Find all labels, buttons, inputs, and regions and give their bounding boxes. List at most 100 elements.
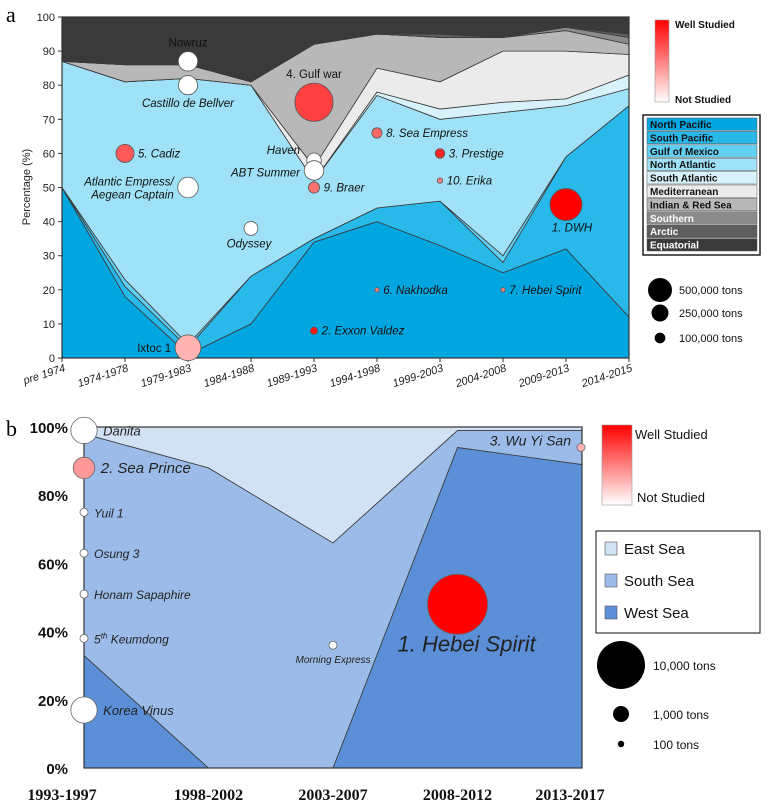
spill-bubble-2-exxon-valdez	[309, 326, 319, 335]
panel-a-letter: a	[6, 2, 16, 27]
panel-a-areas	[61, 16, 630, 359]
y-tick-label: 0	[49, 353, 55, 365]
spill-bubble-nowruz	[177, 51, 199, 72]
y-tick-label: 90	[43, 46, 55, 58]
spill-bubble-odyssey	[243, 221, 259, 236]
legend-swatch-north-atlantic	[646, 157, 758, 171]
spill-label-3-wu-yi-san: 3. Wu Yi San	[490, 432, 571, 448]
y-tick-label: 100	[37, 12, 55, 24]
legend-swatch-north-pacific	[646, 117, 758, 131]
spill-label-8-sea-empress: 8. Sea Empress	[386, 128, 468, 140]
spill-bubble-atlantic-empress-aegean-captain	[177, 176, 199, 199]
panel-a-size-legend: 500,000 tons 250,000 tons 100,000 tons	[648, 278, 743, 345]
y-tick-label: 80%	[38, 488, 68, 505]
panel-a-spill-bubbles: Nowruz Castillo de Bellver Atlantic Empres…	[83, 38, 593, 362]
panel-b-y-ticks: 0% 20% 40% 60% 80% 100%	[30, 420, 68, 778]
legend-label-east-sea: East Sea	[624, 541, 686, 558]
legend-label-south-pacific: South Pacific	[650, 133, 714, 144]
legend-box	[595, 530, 761, 634]
spill-label-honam-sapaphire: Honam Sapaphire	[94, 588, 191, 602]
spill-label-5th-keumdong: 5th Keumdong	[94, 631, 169, 646]
spill-bubble-6-nakhodka	[374, 287, 380, 293]
x-tick-label: 2003-2007	[298, 787, 367, 804]
spill-label-6-nakhodka: 6. Nakhodka	[383, 285, 448, 297]
legend-label-arctic: Arctic	[650, 227, 679, 238]
legend-label-south-sea: South Sea	[624, 573, 695, 590]
panel-b-study-gradient	[601, 424, 633, 506]
panel-a-well-studied-label: Well Studied	[675, 20, 735, 31]
spill-label-abt-summer: ABT Summer	[230, 167, 301, 179]
legend-label-equatorial: Equatorial	[650, 241, 699, 252]
panel-a-legend: North Pacific South Pacific Gulf of Mexico…	[642, 114, 761, 256]
spill-bubble-honam-sapaphire	[79, 589, 89, 599]
size-legend-label: 100,000 tons	[679, 333, 743, 345]
x-tick-label: 1994-1998	[328, 362, 383, 390]
legend-swatch-south-pacific	[646, 131, 758, 145]
legend-swatch-west-sea	[604, 605, 618, 620]
size-legend-label: 10,000 tons	[653, 659, 716, 673]
size-legend-circle	[648, 278, 672, 302]
x-tick-label: 2008-2012	[423, 787, 492, 804]
x-tick-label: pre 1974	[21, 362, 67, 387]
panel-b-spill-bubbles: Danita 2. Sea Prince Yuil 1 Osung 3 Honam Sa…	[70, 416, 586, 724]
legend-swatch-south-sea	[604, 573, 618, 588]
spill-bubble-ixtoc-1	[174, 334, 202, 362]
y-tick-label: 40	[43, 217, 55, 229]
size-legend-circle	[654, 332, 666, 344]
legend-label-mediterranean: Mediterranean	[650, 187, 718, 198]
spill-label-2-sea-prince: 2. Sea Prince	[100, 460, 191, 477]
spill-label-5-cadiz: 5. Cadiz	[138, 148, 180, 160]
x-tick-label: 1984-1988	[202, 362, 257, 390]
legend-swatch-indian-red-sea	[646, 198, 758, 212]
legend-label-south-atlantic: South Atlantic	[650, 174, 718, 185]
x-tick-label: 1974-1978	[76, 362, 131, 390]
panel-a-y-axis-label: Percentage (%)	[21, 149, 33, 225]
spill-bubble-morning-express	[328, 640, 338, 650]
legend-label-north-pacific: North Pacific	[650, 120, 712, 131]
legend-label-indian-red-sea: Indian & Red Sea	[650, 200, 732, 211]
x-tick-label: 2004-2008	[453, 362, 509, 390]
y-tick-label: 40%	[38, 625, 68, 642]
y-tick-label: 30	[43, 251, 55, 263]
x-tick-label: 1998-2002	[174, 787, 243, 804]
spill-label-line: Atlantic Empress/	[83, 177, 175, 189]
spill-bubble-9-braer	[308, 181, 320, 194]
x-tick-label: 2009-2013	[516, 362, 572, 390]
y-tick-label: 80	[43, 80, 55, 92]
spill-label-castillo-de-bellver: Castillo de Bellver	[142, 98, 235, 110]
size-legend-circle	[617, 740, 625, 748]
y-tick-label: 20	[43, 285, 55, 297]
legend-label-southern: Southern	[650, 214, 694, 225]
y-tick-label: 60%	[38, 556, 68, 573]
y-tick-label: 70	[43, 114, 55, 126]
size-legend-circle	[651, 304, 669, 322]
legend-swatch-mediterranean	[646, 184, 758, 198]
y-tick-label: 100%	[30, 420, 68, 437]
spill-label-part: 5	[94, 632, 101, 646]
size-legend-circle	[597, 641, 645, 689]
spill-bubble-5-cadiz	[115, 143, 135, 163]
size-legend-label: 250,000 tons	[679, 308, 743, 320]
spill-bubble-10-erika	[436, 177, 444, 184]
spill-label-4-gulf-war: 4. Gulf war	[286, 69, 342, 81]
spill-label-sup: th	[101, 631, 108, 640]
spill-label-line: Aegean Captain	[90, 190, 173, 202]
spill-bubble-osung-3	[79, 548, 89, 558]
spill-bubble-8-sea-empress	[371, 127, 383, 139]
spill-label-1-dwh: 1. DWH	[552, 223, 593, 235]
spill-label-morning-express: Morning Express	[295, 655, 370, 666]
spill-bubble-abt-summer	[303, 160, 325, 181]
x-tick-label: 1979-1983	[139, 362, 194, 390]
spill-bubble-2-sea-prince	[72, 456, 96, 480]
spill-label-10-erika: 10. Erika	[447, 176, 492, 188]
spill-label-ixtoc-1: Ixtoc 1	[137, 343, 171, 355]
size-legend-label: 500,000 tons	[679, 285, 743, 297]
size-legend-circle	[613, 706, 629, 722]
spill-label-7-hebei-spirit: 7. Hebei Spirit	[509, 285, 582, 297]
panel-b-well-studied-label: Well Studied	[635, 427, 708, 442]
panel-b-not-studied-label: Not Studied	[637, 490, 705, 505]
spill-label-9-braer: 9. Braer	[324, 183, 366, 195]
spill-bubble-3-wu-yi-san	[576, 443, 586, 452]
panel-b-size-legend: 10,000 tons 1,000 tons 100 tons	[597, 641, 716, 752]
